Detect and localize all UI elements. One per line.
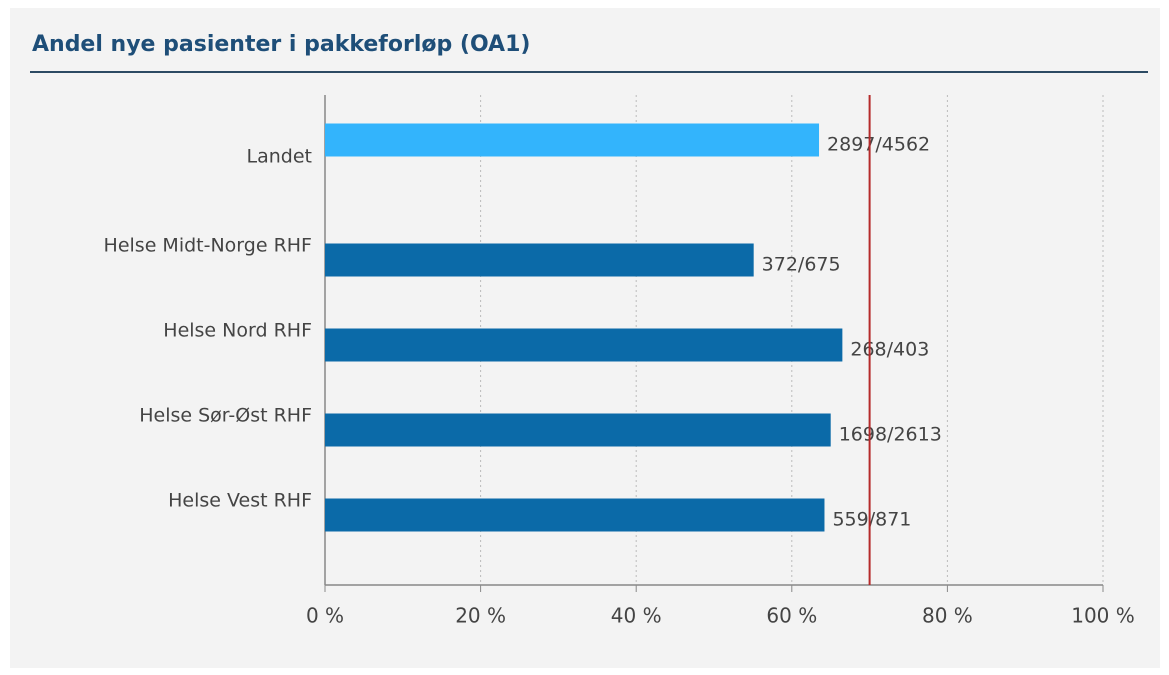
- value-label: 268/403: [850, 339, 929, 361]
- y-tick-label: Landet: [247, 146, 312, 168]
- x-tick-label: 0 %: [306, 604, 344, 628]
- value-label: 559/871: [832, 509, 911, 531]
- bar: [325, 123, 820, 157]
- y-tick-label: Helse Sør-Øst RHF: [139, 405, 312, 427]
- x-tick-label: 20 %: [455, 604, 506, 628]
- y-tick-label: Helse Nord RHF: [163, 320, 312, 342]
- bar: [325, 243, 754, 277]
- value-label: 372/675: [762, 254, 841, 276]
- x-tick-label: 60 %: [766, 604, 817, 628]
- chart-title: Andel nye pasienter i pakkeforløp (OA1): [32, 32, 530, 57]
- bar: [325, 413, 831, 447]
- bar: [325, 498, 825, 532]
- x-tick-label: 80 %: [922, 604, 973, 628]
- bar: [325, 328, 843, 362]
- value-label: 2897/4562: [827, 134, 930, 156]
- y-tick-label: Helse Vest RHF: [168, 490, 312, 512]
- x-tick-label: 40 %: [611, 604, 662, 628]
- value-label: 1698/2613: [839, 424, 942, 446]
- y-tick-label: Helse Midt-Norge RHF: [104, 235, 312, 257]
- x-tick-label: 100 %: [1071, 604, 1135, 628]
